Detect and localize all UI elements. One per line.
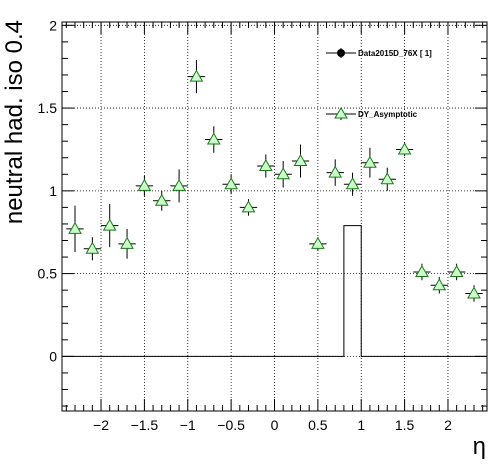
y-tick-label: 2 [49,17,57,33]
x-tick-label: −0.5 [217,417,245,433]
x-tick-label: −2 [93,417,109,433]
data-point [274,161,292,188]
triangle-marker [293,154,308,167]
triangle-marker [467,286,481,299]
triangle-marker [206,132,221,145]
y-tick-label: 1 [49,183,57,199]
points-series [66,60,483,302]
y-tick-label: 0.5 [38,266,58,282]
triangle-marker [189,69,204,82]
triangle-marker [85,241,100,254]
data-point [118,228,136,259]
legend-label: Data2015D_76X [ 1] [358,49,432,58]
legend-triangle-marker [334,107,348,119]
triangle-marker [68,221,82,234]
data-point [222,174,240,195]
x-tick-label: 0 [271,417,279,433]
data-point [465,285,483,302]
data-point [239,199,258,216]
data-point [170,169,188,203]
x-axis-title: η [473,433,486,460]
data-point [135,175,154,196]
legend: Data2015D_76X [ 1] DY_Asymptotic [326,48,432,120]
data-point [413,263,431,281]
triangle-marker [380,172,395,185]
triangle-marker [224,177,238,190]
triangle-marker [432,278,447,291]
histogram-line [62,225,487,357]
x-tick-label: 1 [357,417,365,433]
triangle-marker [363,155,377,168]
triangle-marker [397,142,412,155]
data-point [66,205,84,253]
data-point [378,167,396,191]
triangle-marker [120,236,134,249]
x-tick-label: −1 [180,417,196,433]
data-point [205,126,223,153]
triangle-marker [241,200,256,213]
data-point [309,236,327,251]
triangle-marker [415,264,429,277]
data-point [101,204,119,248]
data-point [83,237,102,261]
y-tick-label: 1.5 [38,100,58,116]
triangle-marker [102,218,117,231]
data-point [395,142,414,157]
legend-circle-marker [337,49,345,57]
data-point [326,159,344,186]
triangle-marker [276,167,291,180]
y-axis-title: neutral had. iso 0.4 [1,20,28,224]
triangle-marker [258,159,273,172]
histogram-series [62,225,487,357]
y-tick-label: 0 [49,348,57,364]
data-point [187,60,206,94]
x-tick-label: 1.5 [395,417,415,433]
data-point [343,172,362,196]
data-point [153,190,171,211]
x-tick-label: 2 [444,417,452,433]
data-point [361,147,379,178]
triangle-marker [137,178,152,191]
data-point [291,144,310,178]
legend-label: DY_Asymptotic [358,110,418,119]
legend-entry: Data2015D_76X [ 1] [326,48,432,58]
triangle-marker [328,165,343,178]
x-tick-label: −1.5 [131,417,159,433]
legend-entry: DY_Asymptotic [326,107,418,120]
data-point [447,263,466,281]
triangle-marker [172,178,186,191]
axis-ticks [62,22,487,411]
triangle-marker [449,264,464,277]
axis-tick-labels: −2 −1.5 −1 −0.5 0 0.5 1 1.5 2 0 0.5 1 1.5 2 [38,17,453,433]
triangle-marker [345,177,360,190]
data-point [430,276,448,294]
triangle-marker [311,236,325,249]
data-point [257,154,275,178]
x-tick-label: 0.5 [308,417,328,433]
triangle-marker [154,193,169,206]
